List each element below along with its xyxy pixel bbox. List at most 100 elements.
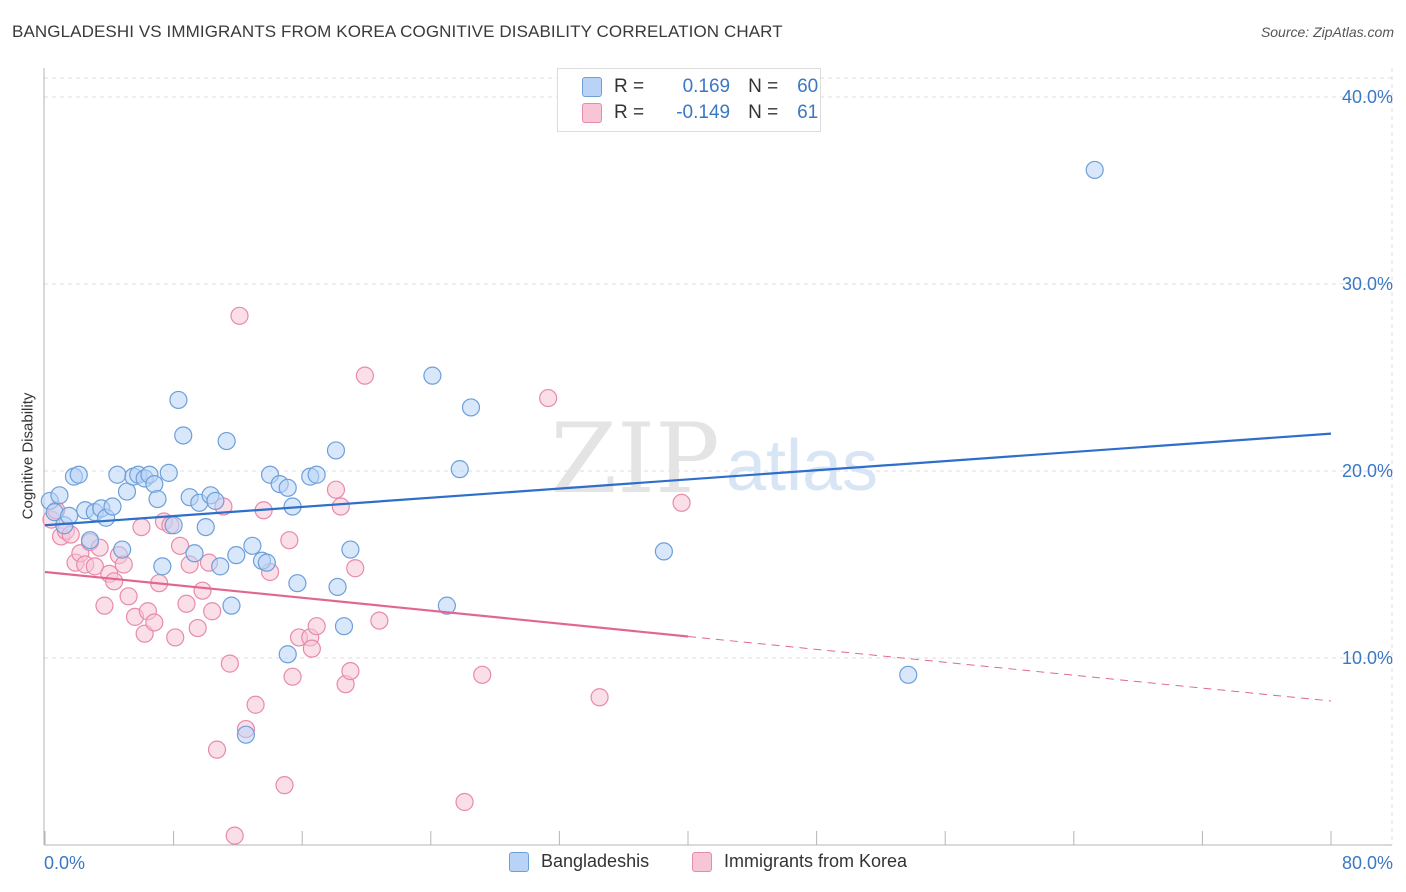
legend-n-value: 60: [797, 76, 819, 97]
data-point-korea: [302, 639, 321, 658]
data-point-bangladeshi: [1085, 160, 1104, 180]
data-point-korea: [326, 480, 346, 499]
legend-n-value: 61: [797, 102, 819, 123]
data-point-korea: [331, 497, 350, 516]
legend-item-korea[interactable]: Immigrants from Korea: [692, 851, 907, 872]
data-point-korea: [132, 517, 151, 537]
data-point-korea: [145, 613, 164, 632]
source-label: Source: ZipAtlas.com: [1260, 24, 1394, 40]
data-point-bangladeshi: [423, 366, 442, 385]
data-point-bangladeshi: [60, 506, 79, 525]
trend-lines: [44, 432, 1332, 702]
legend-row-bangladeshi: R = 0.169 N = 60: [582, 75, 818, 99]
trend-line-bangladeshi: [44, 432, 1332, 527]
data-point-bangladeshi: [450, 460, 469, 479]
data-point-bangladeshi: [326, 441, 346, 460]
data-point-korea: [230, 306, 249, 325]
data-point-bangladeshi: [117, 482, 137, 501]
data-point-bangladeshi: [164, 516, 183, 535]
trend-line-korea: [44, 570, 689, 638]
data-point-korea: [280, 531, 299, 550]
data-point-korea: [355, 366, 374, 385]
data-point-korea: [220, 654, 239, 673]
data-point-bangladeshi: [236, 725, 256, 744]
data-point-korea: [307, 617, 326, 636]
correlation-legend: R = 0.169 N = 60 R = -0.149 N = 61: [557, 68, 821, 132]
legend-r-label: R =: [614, 76, 645, 97]
legend-swatch-korea: [692, 851, 712, 872]
x-tick-label-min: 0.0%: [44, 853, 85, 873]
data-point-bangladeshi: [196, 517, 215, 537]
data-point-bangladeshi: [899, 665, 918, 684]
data-point-bangladeshi: [243, 536, 262, 555]
data-point-bangladeshi: [328, 577, 347, 597]
watermark-atlas: atlas: [726, 426, 878, 506]
data-point-korea: [85, 557, 104, 576]
data-point-bangladeshi: [108, 465, 127, 484]
data-point-korea: [119, 587, 138, 606]
data-point-bangladeshi: [222, 596, 241, 615]
data-point-korea: [455, 792, 474, 812]
data-point-korea: [166, 628, 185, 647]
data-point-korea: [341, 661, 360, 681]
series-bangladeshi-points: [40, 160, 1104, 744]
data-point-bangladeshi: [461, 398, 481, 417]
data-point-korea: [370, 611, 389, 630]
data-point-korea: [283, 667, 302, 686]
y-tick-label: 20.0%: [1342, 461, 1393, 481]
data-point-bangladeshi: [288, 574, 307, 593]
data-point-korea: [246, 695, 265, 714]
data-point-bangladeshi: [169, 390, 188, 410]
data-point-korea: [188, 618, 207, 638]
data-point-bangladeshi: [654, 542, 673, 561]
watermark: ZIP atlas: [550, 403, 878, 515]
data-point-bangladeshi: [174, 426, 193, 445]
data-point-bangladeshi: [185, 544, 204, 563]
axes: [43, 68, 1392, 846]
data-point-korea: [346, 559, 365, 578]
data-point-bangladeshi: [103, 497, 122, 516]
data-point-bangladeshi: [278, 478, 297, 497]
data-point-korea: [170, 536, 190, 555]
data-point-bangladeshi: [278, 645, 297, 664]
legend-label-korea: Immigrants from Korea: [724, 851, 908, 871]
legend-swatch-pink: [582, 103, 602, 123]
data-point-bangladeshi: [206, 491, 225, 511]
data-point-korea: [207, 740, 227, 759]
x-tick-label-max: 80.0%: [1342, 853, 1393, 873]
data-point-bangladeshi: [227, 546, 246, 565]
data-point-bangladeshi: [153, 557, 172, 576]
legend-row-korea: R = -0.149 N = 61: [582, 101, 818, 125]
data-point-korea: [590, 688, 609, 707]
data-point-bangladeshi: [257, 553, 276, 572]
y-tick-labels: 10.0% 20.0% 30.0% 40.0%: [1342, 87, 1393, 668]
legend-swatch-bangladeshis: [509, 851, 529, 872]
data-point-bangladeshi: [341, 540, 360, 559]
data-point-bangladeshi: [145, 474, 164, 494]
data-point-korea: [95, 596, 114, 615]
legend-r-value: 0.169: [682, 76, 731, 97]
data-point-korea: [225, 826, 244, 845]
series-korea-points: [42, 306, 691, 845]
legend-item-bangladeshis[interactable]: Bangladeshis: [509, 851, 649, 872]
data-point-korea: [473, 665, 492, 684]
data-point-bangladeshi: [211, 557, 230, 576]
x-tick-labels: 0.0% 80.0%: [44, 853, 1393, 873]
data-point-bangladeshi: [307, 465, 326, 484]
data-point-korea: [672, 493, 691, 512]
data-point-bangladeshi: [159, 463, 178, 482]
data-point-korea: [539, 388, 558, 408]
data-point-bangladeshi: [80, 531, 100, 550]
y-tick-label: 40.0%: [1342, 87, 1393, 107]
legend-swatch-blue: [582, 77, 602, 97]
data-point-bangladeshi: [50, 486, 69, 505]
data-point-korea: [203, 602, 222, 621]
legend-r-value: -0.149: [676, 102, 731, 123]
data-point-bangladeshi: [113, 540, 132, 559]
data-point-korea: [105, 572, 124, 591]
data-point-korea: [177, 594, 196, 613]
data-point-korea: [114, 555, 133, 574]
legend-n-label: N =: [748, 102, 779, 123]
watermark-zip: ZIP: [550, 403, 719, 515]
